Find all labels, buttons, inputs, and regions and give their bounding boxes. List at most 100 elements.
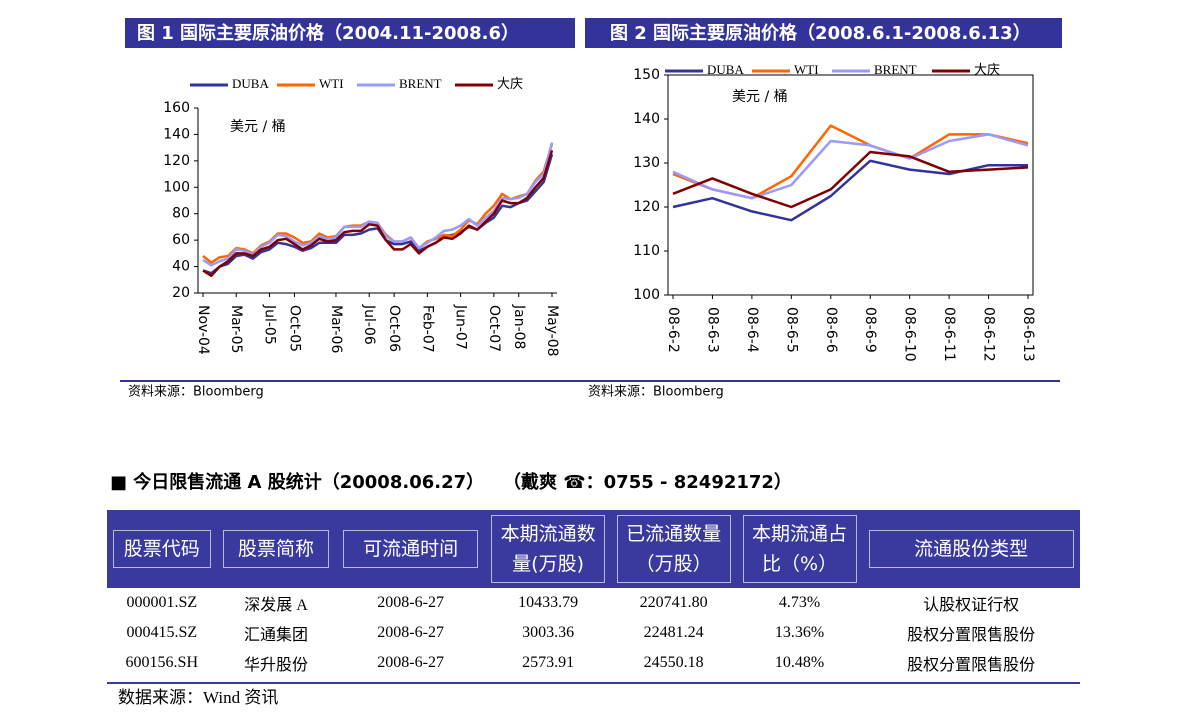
contact: （戴爽 ☎：0755 - 82492172） — [502, 472, 792, 493]
x-tick-label: Jan-08 — [511, 304, 527, 349]
header-text: 股票代码 — [112, 530, 211, 568]
x-tick-label: 08-6-5 — [783, 307, 799, 353]
y-tick-label: 20 — [172, 285, 190, 301]
table-cell: 2008-6-27 — [335, 648, 486, 684]
table-row: 000415.SZ 汇通集团 2008-6-27 3003.36 22481.24 13.… — [107, 618, 1080, 648]
table-cell: 000415.SZ — [126, 624, 198, 641]
table-cell: 2008-6-27 — [377, 594, 444, 611]
series-line — [202, 142, 554, 267]
data-table: 股票代码 股票简称 可流通时间 本期流通数量(万股) 已流通数量（万股） 本期流通占比（%… — [107, 510, 1080, 684]
x-tick-label: Mar-05 — [228, 305, 244, 353]
table-title: ■ 今日限售流通 A 股统计（20008.06.27） （戴爽 ☎：0755 -… — [110, 468, 792, 494]
x-tick-label: 08-6-4 — [744, 307, 760, 353]
series-line — [672, 150, 1029, 209]
x-tick-label: May-08 — [544, 305, 560, 357]
x-tick-label: 08-6-9 — [862, 307, 878, 353]
column-header: 已流通数量（万股） — [610, 510, 737, 588]
column-header: 可流通时间 — [335, 510, 486, 588]
header-row: 股票代码 股票简称 可流通时间 本期流通数量(万股) 已流通数量（万股） 本期流通占比（%… — [107, 510, 1080, 588]
x-tick-label: Oct-06 — [386, 305, 402, 352]
y-tick-label: 130 — [633, 155, 660, 171]
table-cell: 深发展 A — [244, 597, 308, 614]
header-text: 本期流通占比（%） — [742, 515, 857, 583]
table-body: 000001.SZ 深发展 A 2008-6-27 10433.79 220741.80… — [107, 588, 1080, 684]
y-tick-label: 100 — [633, 287, 660, 303]
header-text: 流通股份类型 — [868, 530, 1074, 568]
table-cell: 股权分置限售股份 — [907, 627, 1036, 644]
legend-label: DUBA — [232, 76, 269, 91]
table-cell: 2008-6-27 — [377, 624, 444, 641]
y-tick-label: 140 — [163, 126, 190, 142]
table-cell: 22481.24 — [643, 624, 704, 641]
header-text: 已流通数量（万股） — [616, 515, 731, 583]
column-header: 本期流通占比（%） — [736, 510, 863, 588]
table-cell: 华升股份 — [216, 648, 336, 684]
x-tick-label: 08-6-6 — [823, 307, 839, 353]
table-source: 数据来源：Wind 资讯 — [118, 688, 279, 707]
table-cell: 汇通集团 — [244, 627, 309, 644]
x-tick-label: 08-6-13 — [1020, 307, 1036, 362]
table-cell: 2573.91 — [485, 648, 611, 684]
x-tick-label: Mar-06 — [328, 305, 344, 353]
table-cell: 4.73% — [778, 594, 821, 611]
table-row: 600156.SH 华升股份 2008-6-27 2573.91 24550.18 10.… — [107, 648, 1080, 684]
table-cell: 股权分置限售股份 — [862, 648, 1080, 684]
y-tick-label: 120 — [633, 199, 660, 215]
series-line — [672, 133, 1029, 200]
x-tick-label: Oct-07 — [486, 305, 502, 352]
unit-label: 美元 / 桶 — [230, 119, 286, 135]
table-cell: 10.48% — [736, 648, 863, 684]
charts: 图 1 国际主要原油价格（2004.11-2008.6） 图 2 国际主要原油价… — [120, 18, 1062, 400]
y-tick-label: 110 — [633, 243, 660, 259]
x-tick-label: Feb-07 — [419, 305, 435, 353]
y-tick-label: 80 — [172, 206, 190, 222]
table-cell: 13.36% — [774, 624, 825, 641]
x-tick-label: Nov-04 — [195, 305, 211, 355]
column-header: 流通股份类型 — [862, 510, 1080, 588]
x-tick-label: Jul-06 — [361, 304, 377, 345]
x-tick-label: Oct-05 — [286, 305, 302, 352]
table-row: 000001.SZ 深发展 A 2008-6-27 10433.79 220741.80… — [107, 588, 1080, 618]
x-tick-label: 08-6-2 — [665, 307, 681, 353]
legend-label: 大庆 — [497, 76, 523, 91]
series-line — [202, 149, 554, 278]
source: 资料来源：Bloomberg — [588, 385, 724, 400]
x-tick-label: 08-6-12 — [981, 307, 997, 362]
column-header: 股票代码 — [107, 510, 217, 588]
y-tick-label: 60 — [172, 232, 190, 248]
legend-label: BRENT — [874, 62, 917, 77]
y-tick-label: 40 — [172, 259, 190, 275]
y-tick-label: 100 — [163, 179, 190, 195]
banner — [585, 18, 1062, 48]
table-cell: 220741.80 — [639, 594, 708, 611]
table-cell: 3003.36 — [522, 624, 575, 641]
x-tick-label: 08-6-11 — [941, 307, 957, 362]
column-header: 本期流通数量(万股) — [485, 510, 611, 588]
x-tick-label: Jul-05 — [261, 304, 277, 345]
y-tick-label: 120 — [163, 153, 190, 169]
table-cell: 认股权证行权 — [923, 597, 1020, 614]
chart-title: 图 2 国际主要原油价格（2008.6.1-2008.6.13） — [610, 22, 1031, 44]
banner — [125, 18, 575, 48]
chart-title: 图 1 国际主要原油价格（2004.11-2008.6） — [137, 22, 519, 44]
y-tick-label: 150 — [633, 67, 660, 83]
table-cell: 600156.SH — [107, 648, 217, 684]
x-tick-label: 08-6-3 — [704, 307, 720, 353]
x-tick-label: 08-6-10 — [902, 307, 918, 362]
y-tick-label: 140 — [633, 111, 660, 127]
x-tick-label: Jun-07 — [453, 304, 469, 350]
header-text: 可流通时间 — [343, 530, 479, 568]
header-text: 本期流通数量(万股) — [491, 515, 606, 583]
header-text: 股票简称 — [223, 530, 330, 568]
table-cell: 24550.18 — [610, 648, 737, 684]
table-cell: 000001.SZ — [126, 594, 198, 611]
table-title-text: ■ 今日限售流通 A 股统计（20008.06.27） — [110, 472, 485, 493]
legend-label: WTI — [794, 62, 819, 77]
unit-label: 美元 / 桶 — [732, 89, 788, 105]
series-line — [202, 153, 554, 275]
plot-frame — [667, 74, 1034, 296]
table-cell: 10433.79 — [518, 594, 579, 611]
source: 资料来源：Bloomberg — [128, 385, 264, 400]
legend-label: 大庆 — [974, 62, 1000, 77]
